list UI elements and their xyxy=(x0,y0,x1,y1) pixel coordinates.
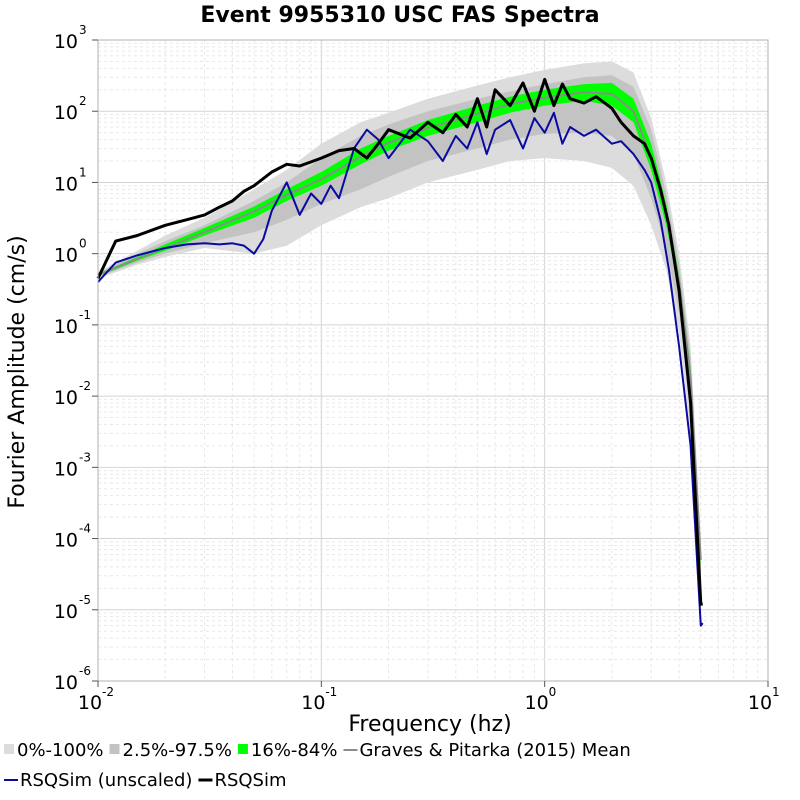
x-axis-label: Frequency (hz) xyxy=(348,712,511,737)
plot-frame xyxy=(97,39,769,682)
x-tick-exponent: 0 xyxy=(549,685,557,699)
y-tick-label: 10 xyxy=(54,672,78,694)
legend-label: 2.5%-97.5% xyxy=(123,740,232,761)
band-0-100- xyxy=(98,61,701,589)
y-tick-exponent: -5 xyxy=(79,593,91,607)
legend-label: Graves & Pitarka (2015) Mean xyxy=(359,740,630,761)
legend-swatch xyxy=(237,744,248,754)
y-tick-exponent: 0 xyxy=(79,237,87,251)
x-tick-exponent: -1 xyxy=(325,685,337,699)
y-tick-exponent: -4 xyxy=(79,522,91,536)
y-tick-label: 10 xyxy=(54,530,78,552)
series-rsqsim xyxy=(96,77,703,606)
legend-label: 0%-100% xyxy=(17,740,104,761)
legend: 0%-100% 2.5%-97.5% 16%-84% Graves & Pitarka… xyxy=(4,740,631,791)
legend-swatch xyxy=(109,744,120,754)
grid xyxy=(97,40,768,682)
y-tick-label: 10 xyxy=(54,102,78,124)
legend-label: RSQSim xyxy=(214,770,286,791)
x-tick-label: 10 xyxy=(525,692,549,714)
y-tick-label: 10 xyxy=(54,601,78,623)
y-tick-label: 10 xyxy=(54,316,78,338)
y-tick-label: 10 xyxy=(54,245,78,267)
x-tick-labels: 10 -2 10 -1 10 0 10 1 xyxy=(78,681,780,714)
y-tick-exponent: -2 xyxy=(79,379,91,393)
y-tick-exponent: 3 xyxy=(79,23,87,37)
y-tick-exponent: 2 xyxy=(79,94,87,108)
y-axis-label: Fourier Amplitude (cm/s) xyxy=(5,235,30,508)
legend-swatch xyxy=(4,744,14,754)
x-tick-label: 10 xyxy=(301,692,325,714)
y-tick-label: 10 xyxy=(54,173,78,195)
chart-title: Event 9955310 USC FAS Spectra xyxy=(200,3,599,28)
y-tick-label: 10 xyxy=(54,458,78,480)
series-rsqsim-unscaled- xyxy=(97,111,704,627)
x-tick-label: 10 xyxy=(78,692,102,714)
x-tick-exponent: -2 xyxy=(102,685,114,699)
y-tick-label: 10 xyxy=(54,31,78,53)
legend-label: 16%-84% xyxy=(251,740,338,761)
y-tick-exponent: 1 xyxy=(79,165,87,179)
legend-label: RSQSim (unscaled) xyxy=(20,770,192,791)
y-tick-exponent: -3 xyxy=(79,450,91,464)
y-tick-exponent: -6 xyxy=(79,664,91,678)
x-tick-label: 10 xyxy=(748,692,772,714)
y-tick-exponent: -1 xyxy=(79,308,91,322)
y-tick-label: 10 xyxy=(54,387,78,409)
x-tick-exponent: 1 xyxy=(772,685,780,699)
series-lines xyxy=(96,77,704,627)
